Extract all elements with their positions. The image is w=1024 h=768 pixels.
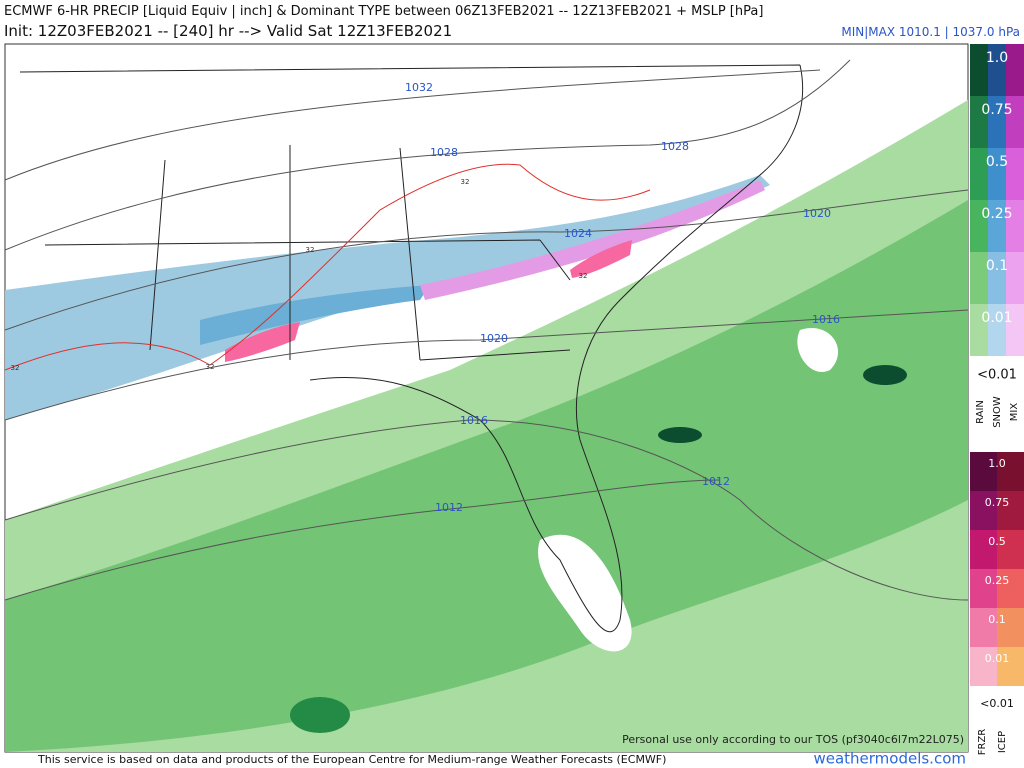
isobar-label: 1016 [460,414,488,427]
legend-swatch [997,647,1024,686]
freezing-label: 32 [461,178,470,186]
legend-swatch [970,96,988,148]
legend-swatch [1006,252,1024,304]
legend-swatch [997,608,1024,647]
legend-swatch [997,569,1024,608]
legend-swatch [970,148,988,200]
legend-swatch [970,491,997,530]
legend-type: ICEP [997,731,1008,753]
legend-swatch [970,44,988,96]
legend-swatch [1006,44,1024,96]
frzr-area [225,322,300,362]
legend-tick: 0.25 [981,206,1012,222]
legend-type: SNOW [992,396,1003,428]
legend-swatch [988,44,1006,96]
legend-tick: 1.0 [988,457,1006,470]
freezing-label: 32 [306,246,315,254]
mix-area [420,180,765,300]
legend-swatch [988,200,1006,252]
dry-area [797,328,839,372]
coastline-and-state-lines [19,64,804,633]
legend: 1.0 0.75 0.5 0.25 0.1 0.01 <0.01 RAIN SNOW MIX 1.0… [970,44,1024,755]
usage-notice: Personal use only according to our TOS (… [622,733,964,746]
legend-below: <0.01 [980,697,1014,710]
legend-swatch [988,304,1006,356]
legend-swatch [997,491,1024,530]
rain-heavy [658,427,702,443]
legend-type: MIX [1009,403,1020,422]
legend-swatch [1006,148,1024,200]
legend-swatch [970,608,997,647]
legend-swatch [997,452,1024,491]
frzr-area [570,240,632,278]
isobar-label: 1016 [812,313,840,326]
legend-tick: 0.1 [986,258,1008,274]
legend-swatch [970,252,988,304]
legend-tick: 0.1 [988,613,1006,626]
legend-swatch [970,569,997,608]
data-credit: This service is based on data and produc… [37,753,666,766]
freezing-label: 32 [206,363,215,371]
isobar-label: 1032 [405,81,433,94]
legend-swatch [1006,200,1024,252]
freezing-line [4,163,651,371]
precip-areas [5,100,968,752]
map-title: ECMWF 6-HR PRECIP [Liquid Equiv | inch] … [4,4,764,19]
isobar-label: 1020 [480,332,508,345]
legend-swatch [970,304,988,356]
legend-swatch [1006,304,1024,356]
legend-swatch [970,530,997,569]
isobar-label: 1028 [430,146,458,159]
freezing-label: 32 [579,272,588,280]
legend-swatch [988,96,1006,148]
isobar-label: 1012 [702,475,730,488]
legend-tick: 0.75 [985,496,1010,509]
legend-swatch [1006,96,1024,148]
isobar-label: 1028 [661,140,689,153]
rain-heavy [863,365,907,385]
isobars [4,59,969,601]
legend-swatch [988,252,1006,304]
legend-tick: 0.01 [985,652,1010,665]
legend-tick: 0.5 [988,535,1006,548]
snow-moderate [200,285,430,345]
borders [19,64,804,633]
legend-tick: 0.75 [981,102,1012,118]
legend-below: <0.01 [977,368,1017,383]
pressure-range: MIN|MAX 1010.1 | 1037.0 hPa [841,25,1020,39]
legend-tick: 0.01 [981,310,1012,326]
legend-type: FRZR [977,729,988,756]
isobar-label: 1024 [564,227,592,240]
isobar-label: 1012 [435,501,463,514]
legend-swatch [970,647,997,686]
legend-type: RAIN [975,400,986,424]
freezing-label: 32 [11,364,20,372]
rain-moderate [5,200,968,752]
legend-swatch [988,148,1006,200]
legend-swatch [970,200,988,252]
rain-heavy [290,697,350,733]
legend-tick: 0.5 [986,154,1008,170]
isobar-label: 1020 [803,207,831,220]
dry-area [538,534,632,652]
map-subtitle: Init: 12Z03FEB2021 -- [240] hr --> Valid… [4,22,453,40]
site-name: weathermodels.com [813,750,966,768]
legend-tick: 1.0 [986,50,1008,66]
legend-swatch [970,452,997,491]
legend-swatch [997,530,1024,569]
legend-tick: 0.25 [985,574,1010,587]
